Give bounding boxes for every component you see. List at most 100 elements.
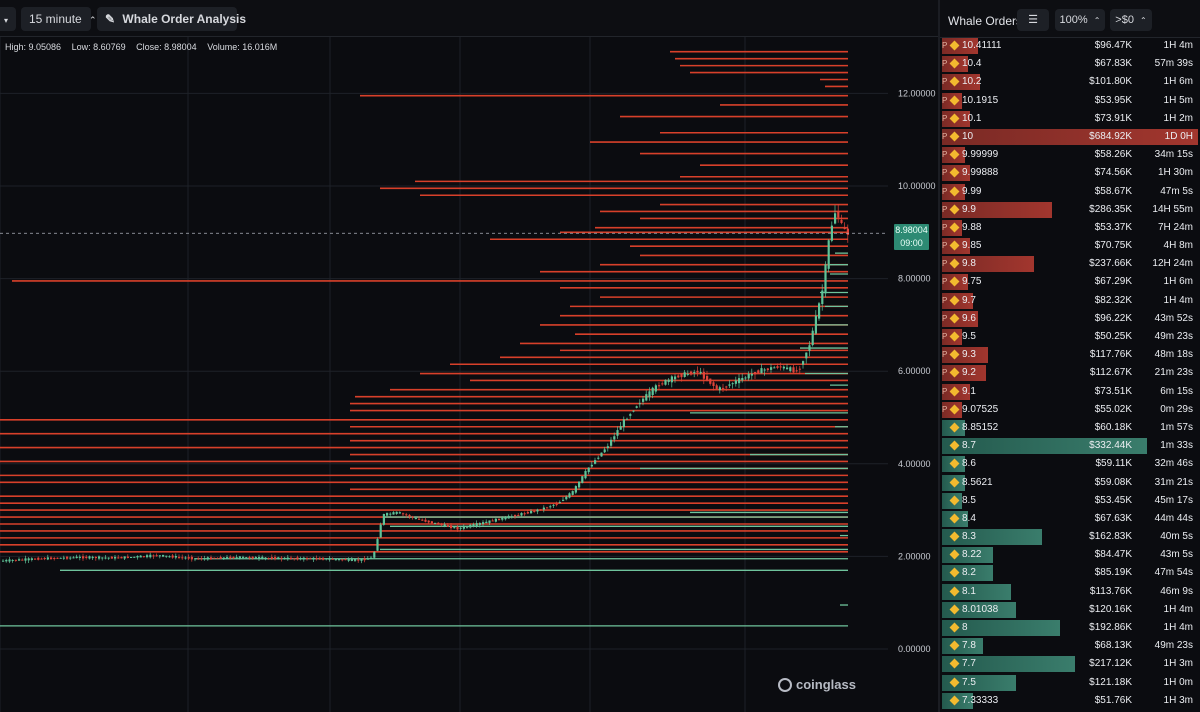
panel-divider[interactable] — [938, 0, 940, 712]
candle-body — [725, 386, 728, 388]
order-price: 8.6 — [962, 458, 976, 470]
sliders-icon: ☰ — [1028, 14, 1038, 26]
candle-body — [581, 476, 584, 483]
candle-body — [437, 522, 440, 525]
settings-button[interactable]: ☰ — [1017, 9, 1049, 31]
order-side-tag: P — [942, 95, 948, 105]
order-age: 48m 18s — [1154, 349, 1193, 361]
order-age: 1H 30m — [1157, 167, 1193, 179]
order-amount: $53.37K — [1094, 221, 1132, 233]
min-size-filter[interactable]: >$0 ⌃ — [1110, 9, 1152, 31]
order-amount: $121.18K — [1089, 676, 1132, 688]
whale-order-row[interactable]: 8.1 $113.76K 46m 9s — [940, 583, 1200, 601]
candle-body — [184, 557, 187, 559]
candle-body — [213, 557, 216, 559]
whale-order-row[interactable]: 8.6 $59.11K 32m 46s — [940, 455, 1200, 473]
order-age: 12H 24m — [1152, 258, 1193, 270]
whale-order-analysis-button[interactable]: ✎ Whale Order Analysis — [97, 7, 246, 31]
whale-order-row[interactable]: P 10.2 $101.80K 1H 6m — [940, 73, 1200, 91]
whale-order-row[interactable]: P 9.99888 $74.56K 1H 30m — [940, 164, 1200, 182]
candle-body — [686, 373, 689, 375]
order-price: 8.4 — [962, 512, 976, 524]
whale-order-row[interactable]: 7.8 $68.13K 49m 23s — [940, 637, 1200, 655]
whale-order-row[interactable]: P 9.99 $58.67K 47m 5s — [940, 183, 1200, 201]
candle-body — [75, 556, 78, 559]
whale-order-row[interactable]: 8.5621 $59.08K 31m 21s — [940, 474, 1200, 492]
menu-dropdown-button[interactable]: ▾ — [0, 7, 16, 31]
whale-order-chart[interactable]: 0.00000 2.00000 4.00000 6.00000 8.00000 10.00… — [0, 37, 938, 712]
whale-order-list: P 10.41111 $96.47K 1H 4m P 10.4 $67.83K 57m 39s… — [940, 37, 1200, 710]
order-price: 9.07525 — [962, 403, 999, 415]
order-price: 9.85 — [962, 240, 982, 252]
order-price: 8.01038 — [962, 603, 999, 615]
order-age: 4H 8m — [1163, 240, 1193, 252]
whale-order-row[interactable]: 8.22 $84.47K 43m 5s — [940, 546, 1200, 564]
order-price: 9.88 — [962, 221, 982, 233]
whale-order-row[interactable]: P 9.3 $117.76K 48m 18s — [940, 346, 1200, 364]
candle-body — [226, 557, 229, 559]
whale-order-row[interactable]: 7.5 $121.18K 1H 0m — [940, 674, 1200, 692]
order-size-bar — [942, 656, 1076, 673]
order-size-bar — [942, 674, 1017, 691]
candle-body — [482, 522, 485, 525]
y-tick-label: 12.00000 — [898, 88, 936, 98]
whale-order-row[interactable]: P 9.9 $286.35K 14H 55m — [940, 201, 1200, 219]
candle-body — [776, 366, 779, 368]
candle-body — [654, 385, 657, 392]
updown-icon: ⌃ — [1093, 16, 1101, 25]
whale-order-row[interactable]: P 9.6 $96.22K 43m 52s — [940, 310, 1200, 328]
order-price: 9.99888 — [962, 167, 999, 179]
order-amount: $73.51K — [1094, 385, 1132, 397]
whale-order-row[interactable]: 8.7 $332.44K 1m 33s — [940, 437, 1200, 455]
whale-order-row[interactable]: 8.2 $85.19K 47m 54s — [940, 564, 1200, 582]
order-price: 8.85152 — [962, 421, 999, 433]
whale-order-row[interactable]: P 9.88 $53.37K 7H 24m — [940, 219, 1200, 237]
whale-order-row[interactable]: P 10.1915 $53.95K 1H 5m — [940, 92, 1200, 110]
order-amount: $50.25K — [1094, 331, 1132, 342]
candle-body — [165, 555, 168, 557]
analysis-label: Whale Order Analysis — [122, 12, 247, 26]
zoom-select[interactable]: 100% ⌃ — [1055, 9, 1105, 31]
whale-order-row[interactable]: P 9.1 $73.51K 6m 15s — [940, 383, 1200, 401]
whale-order-row[interactable]: 8 $192.86K 1H 4m — [940, 619, 1200, 637]
candle-body — [40, 558, 43, 560]
candle-body — [133, 556, 136, 558]
order-size-bar — [942, 256, 1035, 273]
zoom-value: 100% — [1059, 14, 1088, 26]
candle-body — [510, 516, 513, 518]
order-amount: $59.11K — [1095, 458, 1132, 470]
interval-select[interactable]: 15 minute ⌃ — [21, 7, 97, 31]
whale-order-row[interactable]: P 9.85 $70.75K 4H 8m — [940, 237, 1200, 255]
order-age: 1H 3m — [1163, 694, 1193, 706]
whale-order-row[interactable]: 8.01038 $120.16K 1H 4m — [940, 601, 1200, 619]
whale-order-row[interactable]: P 9.7 $82.32K 1H 4m — [940, 292, 1200, 310]
candle-body — [194, 558, 197, 560]
order-price: 10.41111 — [962, 40, 1002, 51]
order-side-tag: P — [942, 168, 948, 178]
candle-body — [651, 387, 654, 395]
whale-order-row[interactable]: 8.3 $162.83K 40m 5s — [940, 528, 1200, 546]
whale-order-row[interactable]: P 9.8 $237.66K 12H 24m — [940, 255, 1200, 273]
order-side-tag: P — [942, 368, 948, 378]
whale-order-row[interactable]: P 10 $684.92K 1D 0H — [940, 128, 1200, 146]
order-amount: $51.76K — [1094, 694, 1132, 706]
panel-title: Whale Orders — [948, 14, 1023, 28]
whale-order-row[interactable]: P 10.1 $73.91K 1H 2m — [940, 110, 1200, 128]
whale-order-row[interactable]: P 9.2 $112.67K 21m 23s — [940, 364, 1200, 382]
whale-order-row[interactable]: 8.5 $53.45K 45m 17s — [940, 492, 1200, 510]
candle-body — [370, 557, 373, 560]
candle-body — [709, 378, 712, 384]
whale-order-row[interactable]: P 10.41111 $96.47K 1H 4m — [940, 37, 1200, 55]
candle-body — [318, 557, 321, 560]
whale-order-row[interactable]: 7.7 $217.12K 1H 3m — [940, 655, 1200, 673]
candle-body — [485, 521, 488, 524]
whale-order-row[interactable]: P 9.75 $67.29K 1H 6m — [940, 273, 1200, 291]
whale-order-row[interactable]: P 9.07525 $55.02K 0m 29s — [940, 401, 1200, 419]
whale-order-row[interactable]: 7.33333 $51.76K 1H 3m — [940, 692, 1200, 710]
whale-order-row[interactable]: 8.85152 $60.18K 1m 57s — [940, 419, 1200, 437]
whale-order-row[interactable]: 8.4 $67.63K 44m 44s — [940, 510, 1200, 528]
whale-order-row[interactable]: P 10.4 $67.83K 57m 39s — [940, 55, 1200, 73]
whale-order-row[interactable]: P 9.5 $50.25K 49m 23s — [940, 328, 1200, 346]
candle-body — [648, 391, 651, 398]
whale-order-row[interactable]: P 9.99999 $58.26K 34m 15s — [940, 146, 1200, 164]
